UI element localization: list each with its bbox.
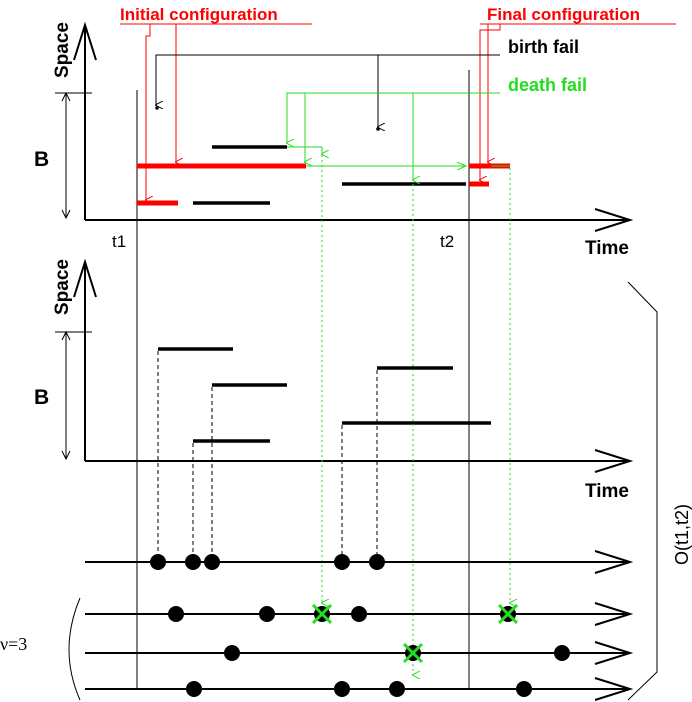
bottom-axes	[55, 258, 634, 473]
top-black-segments	[193, 145, 466, 205]
final-configuration-label: Final configuration	[487, 5, 640, 24]
bottom-black-segments	[158, 347, 491, 443]
death-cross-marks	[311, 603, 519, 664]
points	[150, 554, 570, 697]
bottom-space-label: Space	[52, 259, 73, 315]
nu-bracket	[68, 597, 81, 701]
initial-configuration-label: Initial configuration	[120, 5, 278, 24]
top-b-label: B	[34, 148, 49, 171]
bottom-b-label: B	[34, 386, 49, 409]
top-space-arrowhead	[73, 21, 97, 61]
top-time-label: Time	[585, 238, 629, 259]
death-fail-label: death fail	[508, 75, 587, 95]
t1-label: t1	[112, 232, 126, 251]
nu-label: ν=3	[0, 634, 27, 654]
birth-fail-point	[376, 127, 380, 131]
point-lines	[85, 550, 634, 701]
t2-label: t2	[440, 232, 454, 251]
top-axes	[55, 21, 634, 232]
green-dotted-drops	[322, 150, 510, 675]
top-time-arrowhead	[594, 208, 634, 232]
bottom-time-label: Time	[585, 481, 629, 502]
o-t1-t2-label: O(t1,t2)	[672, 504, 692, 565]
dashed-drop-lines	[157, 351, 378, 558]
o-bracket	[627, 281, 658, 701]
birth-fail-point	[155, 106, 159, 110]
top-space-label: Space	[52, 22, 73, 78]
birth-fail-label: birth fail	[508, 37, 579, 57]
